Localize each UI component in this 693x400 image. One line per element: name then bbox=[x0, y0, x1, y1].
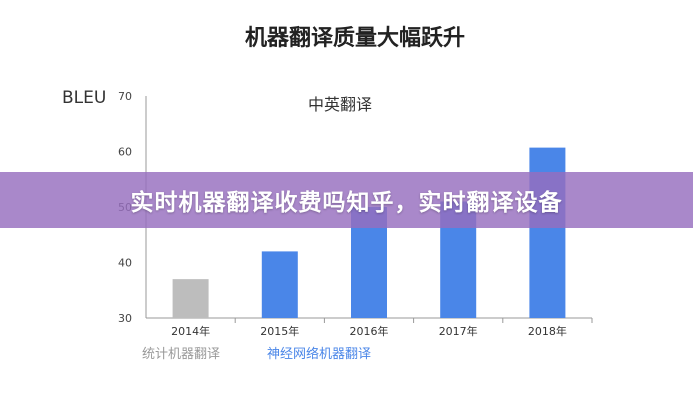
title-banner: 实时机器翻译收费吗知乎，实时翻译设备 bbox=[0, 172, 693, 228]
x-tick-label: 2018年 bbox=[528, 324, 567, 338]
legend-neural: 神经网络机器翻译 bbox=[267, 346, 371, 362]
bar-2014年 bbox=[172, 279, 209, 318]
bar-2015年 bbox=[261, 251, 298, 318]
x-tick-label: 2014年 bbox=[171, 324, 210, 338]
x-tick-label: 2015年 bbox=[260, 324, 299, 338]
y-tick-label: 30 bbox=[118, 312, 132, 325]
banner-text: 实时机器翻译收费吗知乎，实时翻译设备 bbox=[130, 190, 563, 216]
chart-title: 机器翻译质量大幅跃升 bbox=[245, 26, 465, 51]
x-tick-label: 2016年 bbox=[350, 324, 389, 338]
y-tick-label: 40 bbox=[118, 257, 132, 270]
y-axis-label: BLEU bbox=[62, 88, 106, 108]
x-ticks: 2014年 2015年 2016年 2017年 2018年 bbox=[171, 318, 593, 338]
y-tick-label: 70 bbox=[118, 90, 132, 103]
chart-subtitle: 中英翻译 bbox=[308, 95, 372, 114]
legend-statistical: 统计机器翻译 bbox=[142, 347, 220, 362]
y-tick-label: 60 bbox=[118, 146, 132, 159]
x-tick-label: 2017年 bbox=[439, 324, 478, 338]
